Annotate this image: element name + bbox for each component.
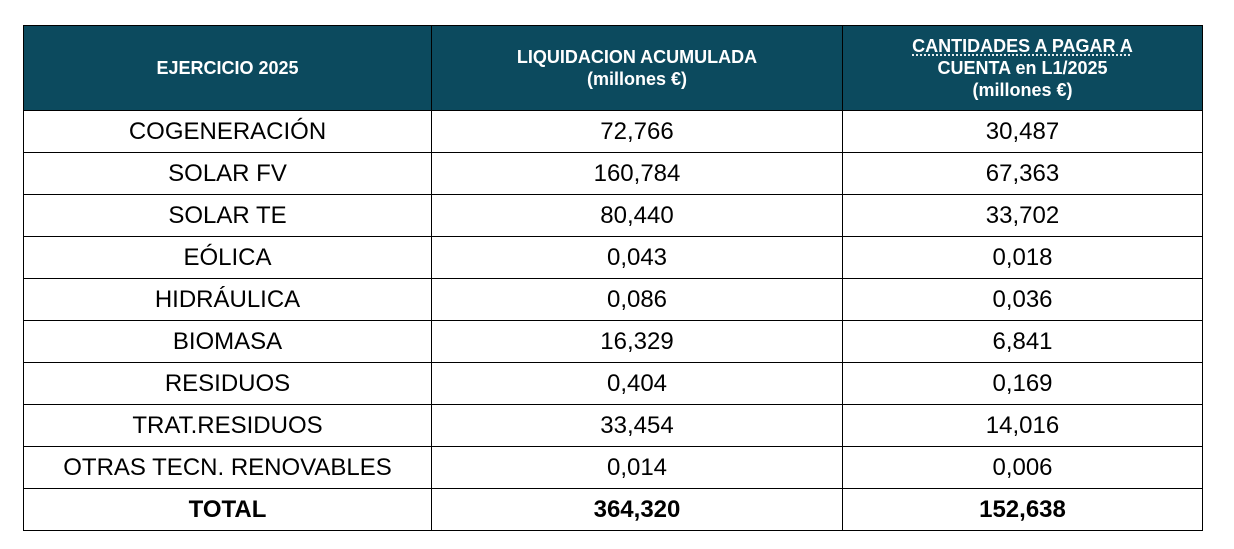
total-pagar: 152,638	[842, 488, 1203, 531]
table-body: COGENERACIÓN 72,766 30,487 SOLAR FV 160,784 6…	[23, 110, 1203, 531]
table-row: SOLAR TE 80,440 33,702	[23, 194, 1203, 237]
cell-liquidacion-acumulada: 0,014	[431, 446, 843, 489]
cell-liquidacion-acumulada: 0,043	[431, 236, 843, 279]
cell-cantidad-a-pagar: 30,487	[842, 110, 1203, 153]
cell-liquidacion-acumulada: 80,440	[431, 194, 843, 237]
cell-liquidacion-acumulada: 0,086	[431, 278, 843, 321]
header-ejercicio-label: EJERCICIO 2025	[156, 58, 299, 78]
header-row: EJERCICIO 2025 LIQUIDACION ACUMULADA (mi…	[23, 25, 1203, 111]
cell-liquidacion-acumulada: 16,329	[431, 320, 843, 363]
cell-liquidacion-acumulada: 0,404	[431, 362, 843, 405]
header-liquidacion-acumulada: LIQUIDACION ACUMULADA (millones €)	[431, 25, 843, 111]
cell-technology: EÓLICA	[23, 236, 432, 279]
header-liquidacion-line2: (millones €)	[586, 69, 688, 89]
table-row: BIOMASA 16,329 6,841	[23, 320, 1203, 363]
liquidation-table: EJERCICIO 2025 LIQUIDACION ACUMULADA (mi…	[23, 25, 1203, 531]
total-row: TOTAL 364,320 152,638	[23, 488, 1203, 531]
table-header: EJERCICIO 2025 LIQUIDACION ACUMULADA (mi…	[23, 25, 1203, 111]
cell-technology: OTRAS TECN. RENOVABLES	[23, 446, 432, 489]
table-row: OTRAS TECN. RENOVABLES 0,014 0,006	[23, 446, 1203, 489]
table-row: RESIDUOS 0,404 0,169	[23, 362, 1203, 405]
header-ejercicio: EJERCICIO 2025	[23, 25, 432, 111]
table-row: HIDRÁULICA 0,086 0,036	[23, 278, 1203, 321]
cell-cantidad-a-pagar: 0,169	[842, 362, 1203, 405]
table-row: COGENERACIÓN 72,766 30,487	[23, 110, 1203, 153]
cell-technology: RESIDUOS	[23, 362, 432, 405]
header-cantidades-line1: CANTIDADES A PAGAR A	[912, 36, 1133, 56]
cell-technology: BIOMASA	[23, 320, 432, 363]
cell-liquidacion-acumulada: 160,784	[431, 152, 843, 195]
table-row: TRAT.RESIDUOS 33,454 14,016	[23, 404, 1203, 447]
cell-cantidad-a-pagar: 0,018	[842, 236, 1203, 279]
cell-technology: HIDRÁULICA	[23, 278, 432, 321]
cell-technology: SOLAR FV	[23, 152, 432, 195]
cell-technology: SOLAR TE	[23, 194, 432, 237]
header-cantidades-line2: CUENTA en L1/2025	[937, 58, 1108, 78]
cell-technology: COGENERACIÓN	[23, 110, 432, 153]
cell-technology: TRAT.RESIDUOS	[23, 404, 432, 447]
header-cantidades-a-pagar: CANTIDADES A PAGAR A CUENTA en L1/2025 (…	[842, 25, 1203, 111]
cell-liquidacion-acumulada: 33,454	[431, 404, 843, 447]
cell-cantidad-a-pagar: 0,006	[842, 446, 1203, 489]
table-row: SOLAR FV 160,784 67,363	[23, 152, 1203, 195]
header-cantidades-line3: (millones €)	[972, 80, 1073, 100]
cell-cantidad-a-pagar: 0,036	[842, 278, 1203, 321]
cell-cantidad-a-pagar: 14,016	[842, 404, 1203, 447]
cell-cantidad-a-pagar: 6,841	[842, 320, 1203, 363]
total-acumulada: 364,320	[431, 488, 843, 531]
cell-cantidad-a-pagar: 33,702	[842, 194, 1203, 237]
header-liquidacion-line1: LIQUIDACION ACUMULADA	[516, 47, 758, 67]
table-row: EÓLICA 0,043 0,018	[23, 236, 1203, 279]
total-label: TOTAL	[23, 488, 432, 531]
cell-cantidad-a-pagar: 67,363	[842, 152, 1203, 195]
cell-liquidacion-acumulada: 72,766	[431, 110, 843, 153]
